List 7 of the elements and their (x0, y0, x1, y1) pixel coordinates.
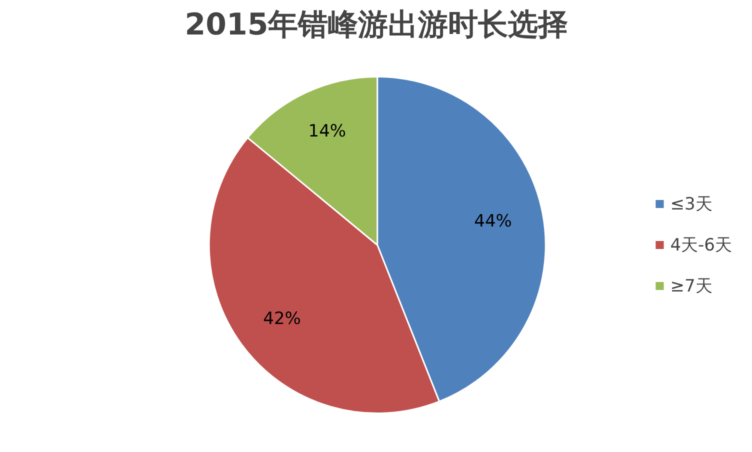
legend-label: ≥7天 (670, 275, 712, 297)
legend-label: 4天-6天 (670, 234, 732, 256)
data-label: 14% (308, 121, 346, 142)
legend-label: ≤3天 (670, 193, 712, 215)
data-label: 44% (474, 211, 512, 232)
chart-title: 2015年错峰游出游时长选择 (184, 8, 568, 42)
data-label: 42% (263, 308, 301, 329)
